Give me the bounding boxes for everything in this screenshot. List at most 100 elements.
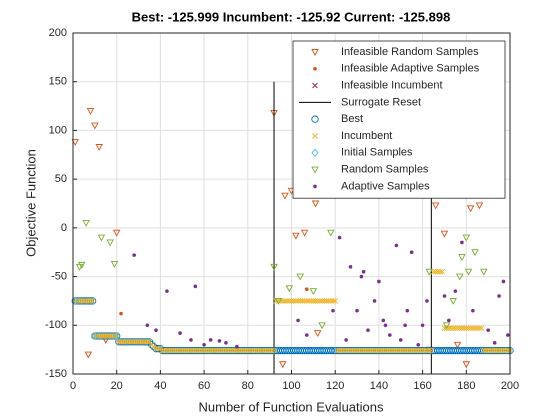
data-point [201,347,207,354]
data-point [83,298,89,304]
data-point [71,139,79,147]
x-tick-label: 60 [198,380,210,392]
data-point [460,240,464,245]
data-point [107,333,113,339]
data-point [91,331,99,341]
data-point [483,347,489,354]
data-point [486,328,490,332]
data-point [231,347,238,354]
data-point [271,347,277,354]
x-tick-label: 180 [457,380,475,392]
data-point [336,347,343,354]
data-point [328,298,334,304]
data-point [284,298,290,304]
data-point [492,341,497,345]
data-point [424,347,430,354]
data-point [384,347,391,354]
data-point [172,347,179,354]
data-point [159,347,166,354]
data-point [398,338,403,342]
data-point [452,325,459,332]
data-point [126,339,133,345]
data-point [404,347,411,354]
data-point [308,298,314,304]
data-point [218,347,225,354]
y-tick-label: -100 [45,319,67,331]
legend-swatch [312,133,318,139]
data-point [416,342,421,347]
data-point [380,347,387,354]
data-point [400,347,406,354]
data-point [388,333,392,337]
data-point [504,346,512,355]
legend-label: Best [341,113,363,125]
data-point [249,347,255,354]
data-point [112,229,121,237]
data-point [442,322,451,330]
data-point [97,234,106,242]
data-point [82,220,90,227]
data-point [449,297,457,305]
data-point [279,361,287,369]
data-point [453,341,462,349]
data-point [317,298,323,304]
data-point [105,333,111,339]
data-point [362,347,369,354]
data-point [467,325,474,332]
data-point [372,299,377,303]
data-point [338,347,345,354]
data-point [208,338,213,342]
data-point [293,298,299,304]
data-point [432,268,439,275]
data-point [274,297,283,305]
data-point [348,265,353,269]
data-point [253,347,260,354]
data-point [220,347,227,354]
data-point [474,325,481,332]
data-point [177,347,183,354]
data-point [217,339,222,343]
data-point [240,347,247,354]
data-point [502,347,509,354]
x-axis-label: Number of Function Evaluations [199,399,384,414]
data-point [235,344,239,349]
data-point [330,298,336,304]
data-point [402,347,408,354]
data-point [89,297,97,305]
data-point [304,333,309,337]
data-point [365,347,371,354]
data-point [428,347,435,354]
data-point [118,339,124,345]
data-point [319,298,325,304]
data-point [185,347,192,354]
data-point [86,297,95,305]
data-point [181,347,188,354]
data-point [135,339,142,345]
data-point [102,336,110,344]
data-point [129,339,135,345]
data-point [142,339,148,345]
data-point [116,339,122,345]
data-point [132,253,136,257]
x-tick-label: 80 [242,380,254,392]
data-point [189,338,193,342]
data-point [153,345,159,352]
data-point [304,287,309,292]
data-point [192,347,199,354]
data-point [281,192,289,200]
data-point [382,347,389,354]
data-point [408,347,415,354]
data-point [188,347,194,354]
data-point [119,311,123,316]
data-point [501,346,510,355]
data-point [485,347,491,354]
data-point [347,347,354,354]
data-point [270,263,278,271]
data-point [190,347,196,354]
legend-box [292,40,506,199]
data-point [421,347,428,354]
data-point [325,298,332,304]
legend-swatch [311,166,319,174]
data-point [146,339,153,345]
data-point [144,339,151,345]
